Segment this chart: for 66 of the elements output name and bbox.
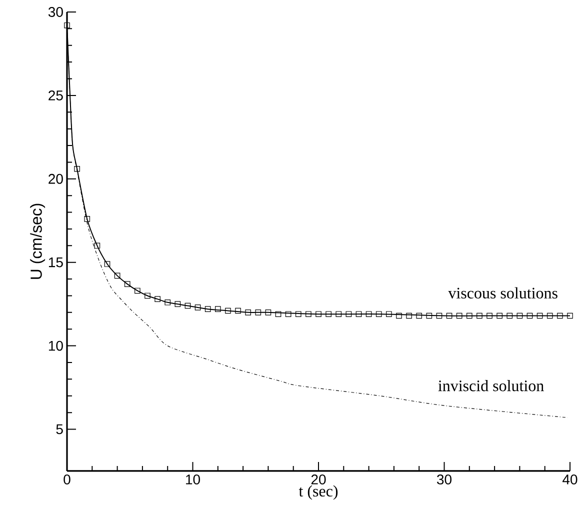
point [567,312,573,319]
point [557,312,563,319]
y-tick-label: 10 [48,340,63,351]
point [194,304,201,310]
x-tick-label: 20 [311,474,326,484]
point [366,311,372,317]
point [204,306,211,312]
x-tick-label: 0 [64,474,70,484]
point [154,296,160,302]
point [215,306,221,312]
x-tick-label: 10 [186,474,200,484]
y-axis-title: U (cm/sec) [30,204,46,279]
point [104,261,110,267]
point [225,308,231,314]
point [184,302,191,309]
point [476,312,482,319]
point [406,312,412,319]
point [164,300,171,306]
x-tick-label: 30 [437,474,452,484]
point [346,311,352,317]
point [486,312,492,319]
point [295,311,302,317]
annotation: inviscid solution [438,380,544,392]
point [546,312,553,319]
point [456,312,462,319]
point [285,311,292,317]
point [144,292,150,299]
point [396,312,402,319]
y-tick-label: 25 [48,90,63,100]
point [356,311,362,317]
point [376,311,382,317]
point [416,312,422,319]
point [114,272,120,279]
point [326,311,332,317]
point [134,288,140,294]
point [496,312,502,319]
point [446,312,452,319]
point [124,281,130,287]
x-axis-title: t (sec) [298,485,338,500]
point [516,312,523,319]
point [255,310,262,316]
annotation: viscous solutions [448,287,558,299]
point [386,311,392,317]
point [235,308,241,314]
point [426,312,432,319]
y-tick-label: 5 [56,424,63,434]
point [245,310,251,316]
point [74,166,80,172]
point [526,312,533,319]
point [64,22,70,28]
point [316,311,322,317]
y-tick-label: 15 [48,257,63,268]
y-tick-label: 30 [48,7,63,17]
point [265,310,272,316]
point [84,216,90,222]
point [466,312,472,319]
point [275,311,282,317]
point [506,312,513,319]
point [436,312,442,319]
point [94,242,100,249]
y-tick-label: 20 [48,174,63,184]
point [536,312,543,319]
point [306,311,312,317]
point [174,301,181,307]
point [336,311,342,317]
x-tick-label: 40 [562,474,578,484]
